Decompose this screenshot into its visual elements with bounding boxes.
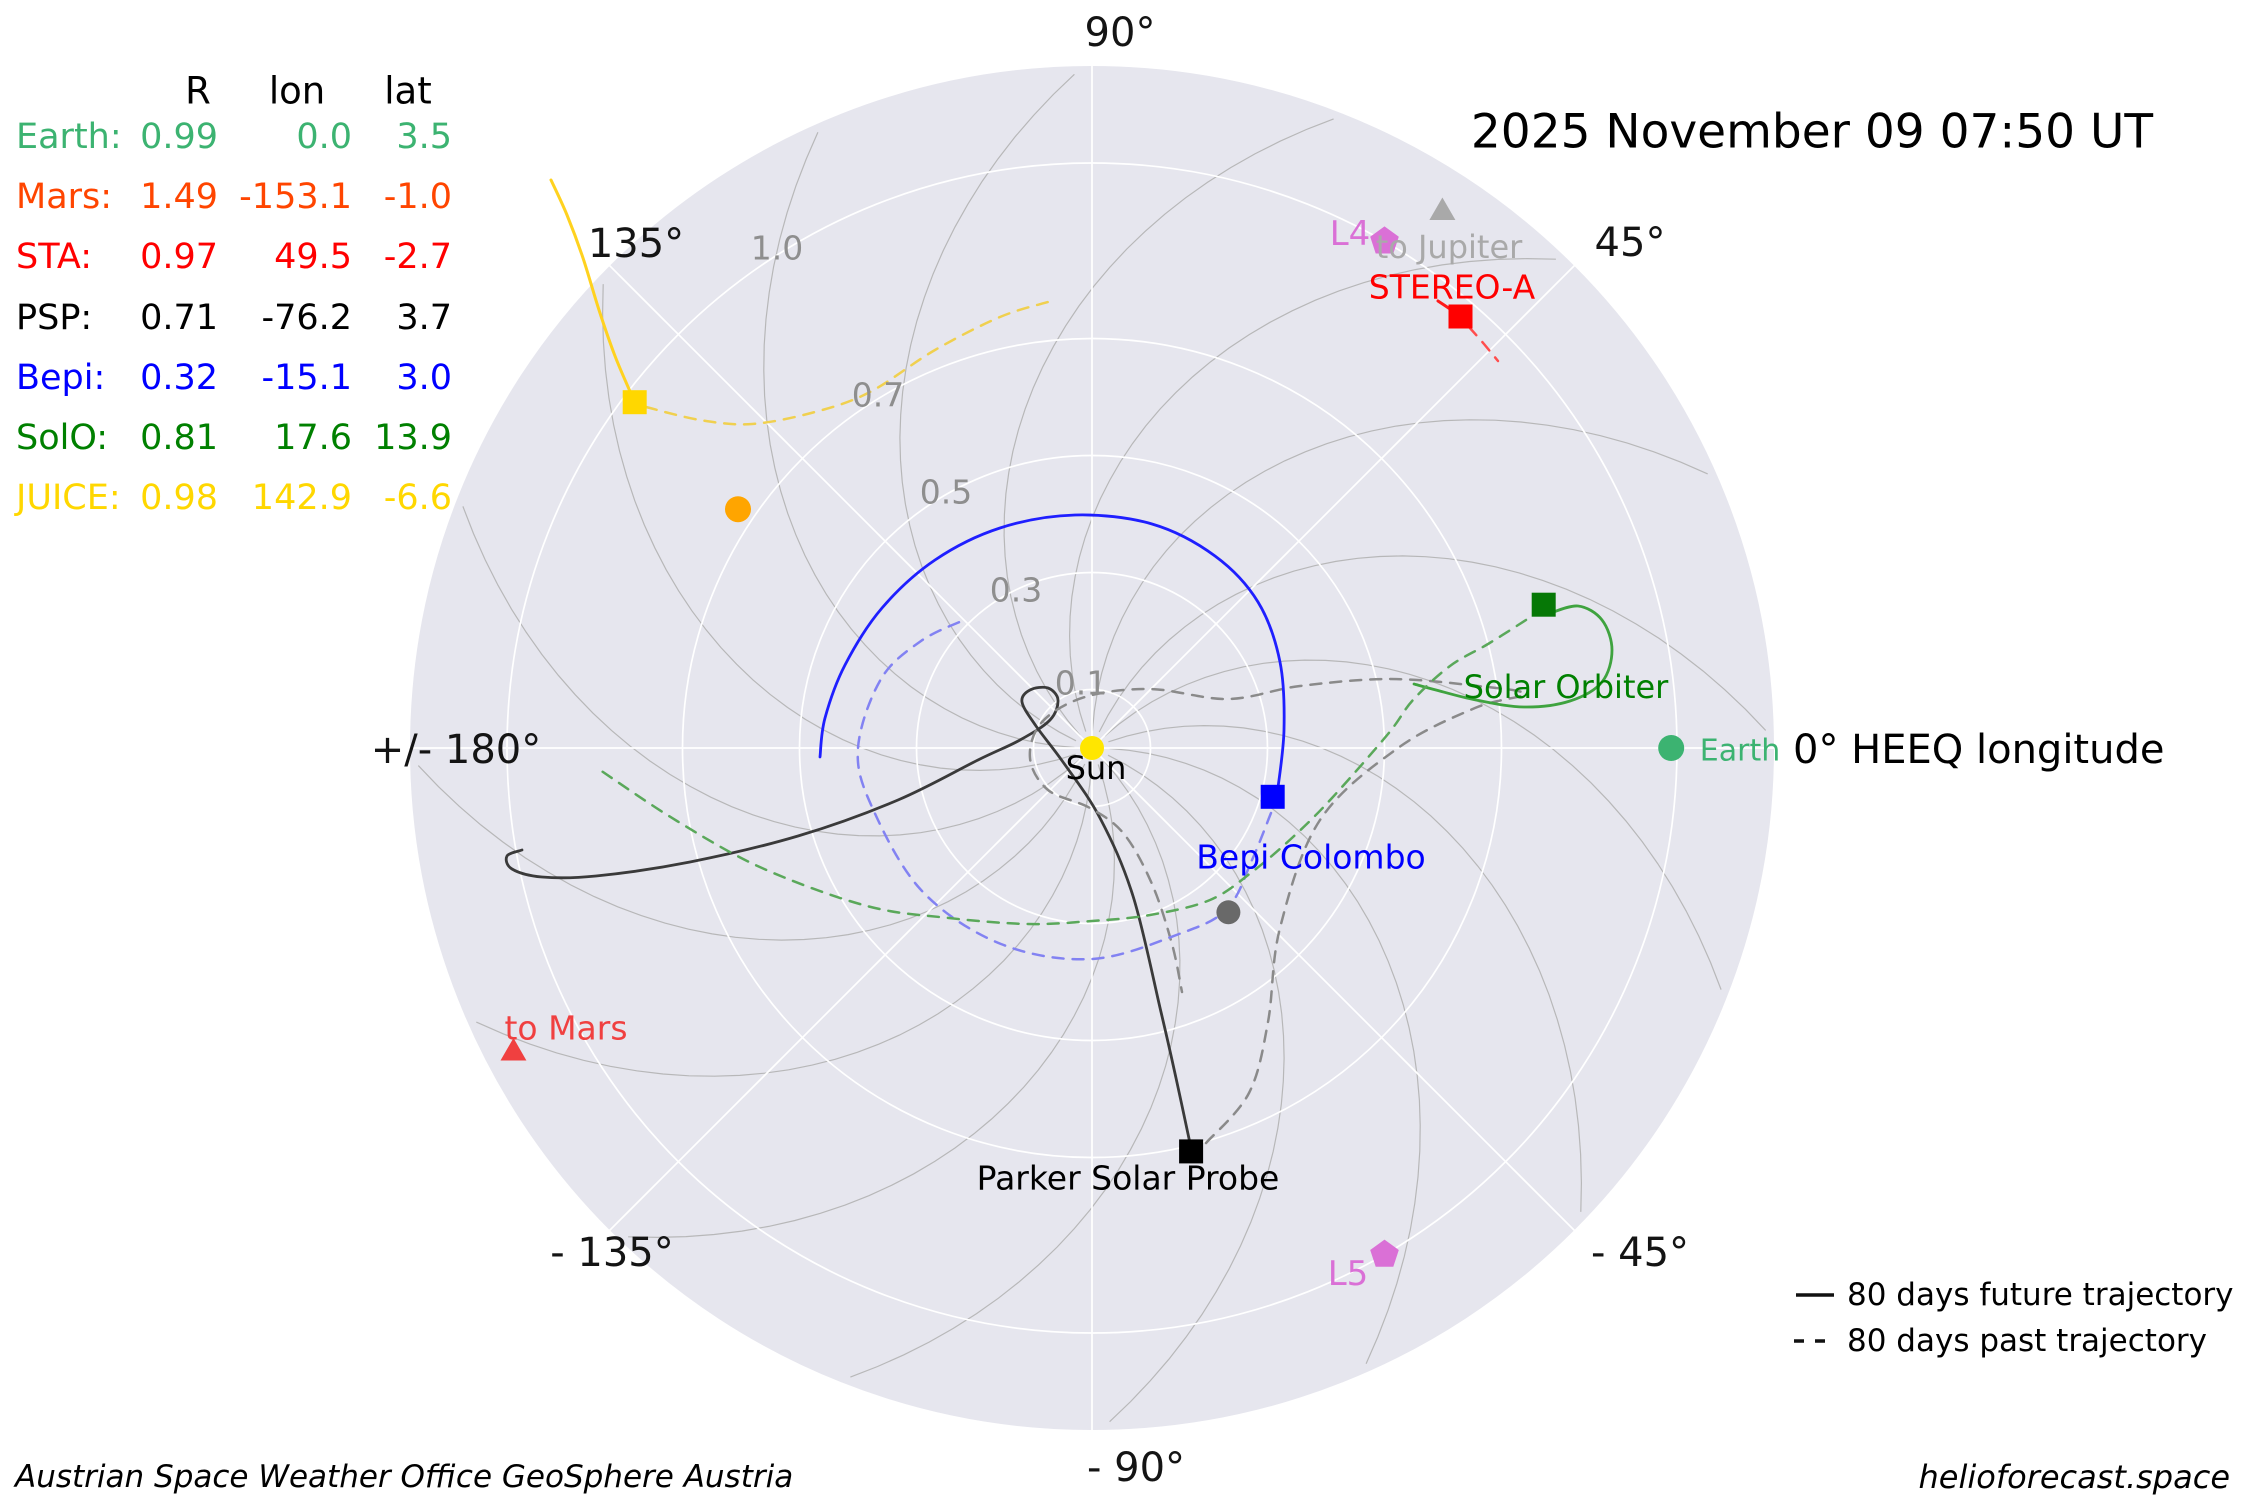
psp-label: Parker Solar Probe [976,1158,1280,1198]
ring-label-0.1: 0.1 [1054,663,1108,703]
body-name: Bepi: [16,357,106,398]
body-name: Mars: [16,177,113,218]
angle-tick-label: - 45° [1590,1230,1690,1276]
sun-label: Sun [1065,749,1127,787]
footer-website: helioforecast.space [1918,1458,2230,1496]
bepi-future-trajectory [818,513,1286,797]
bepi-label: Bepi Colombo [1196,837,1426,877]
l5-label: L5 [1327,1254,1369,1294]
solo-label: Solar Orbiter [1463,668,1669,706]
lat-value: 13.9 [374,418,452,458]
table-header-lon: lon [268,69,326,113]
sun-marker [1080,736,1104,760]
solo-future-trajectory [1412,604,1614,709]
stereo-a-label: STEREO-A [1368,267,1536,307]
to-mars-marker [500,1038,527,1061]
ring-label-0.5: 0.5 [919,472,973,512]
lat-value: 3.0 [396,357,452,398]
to-jupiter-marker [1429,197,1456,220]
ring-label-0.7: 0.7 [851,375,905,415]
page-title: 2025 November 09 07:50 UT [1470,104,2154,160]
to-jupiter-label: to Jupiter [1375,228,1523,266]
juice-past-trajectory [644,300,1050,426]
angle-tick-label: 135° [587,221,685,267]
future-trajectory-swatch [1796,1293,1834,1297]
l4-marker [1370,226,1399,254]
table-header-r: R [185,69,211,113]
solo-past-trajectory [598,618,1528,926]
angle-tick-label: +/- 180° [370,727,542,773]
body-name: STA: [16,237,92,278]
mercury-marker [1216,900,1241,925]
psp-past-trajectory [1028,677,1526,1145]
legend-past-label: 80 days past trajectory [1847,1323,2207,1359]
body-name: SolO: [16,418,109,458]
past-trajectory-swatch [1794,1339,1836,1343]
legend-item-future: 80 days future trajectory [0,1277,2250,1313]
ring-label-0.3: 0.3 [989,570,1043,610]
to-mars-label: to Mars [504,1008,628,1048]
lat-value: 3.5 [396,117,452,157]
r-value: 0.71 [140,297,218,338]
l5-marker [1370,1239,1399,1267]
lon-value: -76.2 [261,297,352,338]
table-header-lat: lat [384,69,432,113]
body-name: PSP: [16,297,93,338]
lon-value: -15.1 [261,357,352,398]
lat-value: -1.0 [383,177,452,218]
angle-tick-label: 90° [1084,10,1156,56]
angle-tick-label: - 135° [550,1230,674,1276]
psp-marker [1179,1139,1204,1164]
legend-future-label: 80 days future trajectory [1847,1277,2234,1313]
lat-value: 3.7 [396,297,452,338]
r-value: 0.99 [140,117,218,157]
sta-past-trajectory [1467,325,1500,363]
psp-future-trajectory [504,685,1193,1150]
angle-tick-label: - 90° [1086,1445,1186,1491]
earth-marker [1658,735,1685,761]
juice-marker [622,390,647,415]
r-value: 0.98 [140,478,218,519]
angle-tick-label: 45° [1594,220,1666,266]
lon-value: 142.9 [251,478,352,519]
lon-value: -153.1 [239,177,352,218]
heeq-axis-label: 0° HEEQ longitude [1793,727,2165,773]
earth-label: Earth [1699,733,1781,769]
ephemeris-table: R lon lat Earth: 0.99 0.0 3.5 Mars: 1.49 -153.… [0,0,520,540]
bepi-marker [1260,784,1285,809]
venus-marker [725,496,751,523]
r-value: 1.49 [140,177,218,218]
solo-marker [1531,592,1556,617]
parker-spiral-lines [417,73,1767,1423]
footer-organisation: Austrian Space Weather Office GeoSphere … [15,1459,794,1495]
r-value: 0.97 [140,237,218,278]
juice-future-trajectory [549,178,634,398]
lat-value: -2.7 [383,237,452,278]
body-name: JUICE: [16,478,121,519]
lat-value: -6.6 [383,478,452,519]
lon-value: 49.5 [274,237,352,278]
legend-item-past: 80 days past trajectory [0,1323,2250,1359]
stereo-a-marker [1448,304,1473,329]
lon-value: 17.6 [274,418,352,458]
r-value: 0.32 [140,357,218,398]
body-name: Earth: [16,117,122,157]
l4-label: L4 [1329,214,1371,254]
r-value: 0.81 [140,418,218,458]
lon-value: 0.0 [296,117,352,157]
ring-label-1.0: 1.0 [750,228,804,268]
